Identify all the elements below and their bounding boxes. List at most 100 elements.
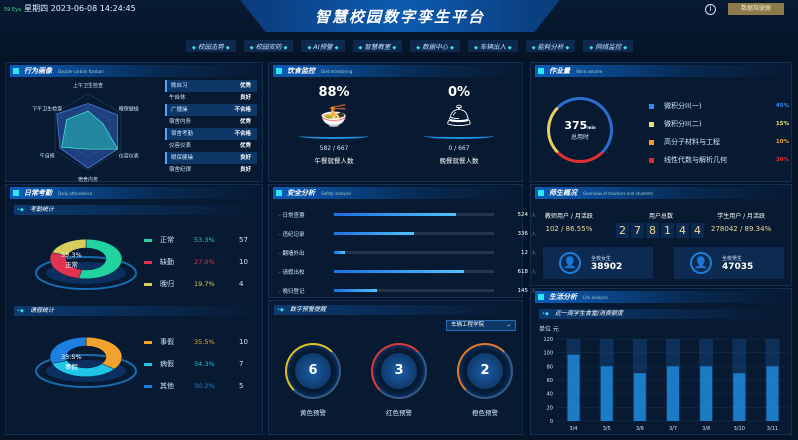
nav-item[interactable]: 网络监控 xyxy=(583,40,634,52)
datetime: 2023-06-08 14:24:45 xyxy=(50,4,136,13)
user-icon: 👤 xyxy=(559,252,581,274)
x-tick-label: 3/7 xyxy=(669,426,677,432)
cockpit-button[interactable]: 数据驾驶舱 xyxy=(728,3,784,15)
user-icon: 👤 xyxy=(690,252,712,274)
panel-title: 作业量 Work volume xyxy=(535,65,787,77)
leave-center: 35.5% 事假 xyxy=(61,353,82,371)
behavior-list: 晚自习 优秀 午自休 良好 广播操 不合格 宿舍内务 优秀 宿舍考勤 不合格 仪容仪表 优秀 眼保健操良… xyxy=(165,80,257,176)
college-select[interactable]: 车辆工程学院 ⌄ xyxy=(446,320,516,331)
donut-slice xyxy=(49,336,87,364)
digit: 4 xyxy=(691,223,704,238)
panel-title: 饮食监控 Diet monitoring xyxy=(273,65,518,77)
info-icon[interactable]: i xyxy=(705,4,716,15)
warning-rings: 6 黄色预警 3 红色预警 2 橙色预警 xyxy=(285,343,513,417)
diet-panel: 饮食监控 Diet monitoring 88% 🍜 582 / 667 午餐就餐… xyxy=(268,62,523,182)
page-title: 智慧校园数字孪生平台 xyxy=(314,8,485,26)
behavior-item: 仪容仪表 优秀 xyxy=(169,143,251,149)
legend-item: 正常 53.3% 57 xyxy=(144,229,248,251)
bowl-icon: 🍜 xyxy=(320,104,348,129)
behavior-item: 广播操 不合格 xyxy=(165,104,257,116)
warning-ring: 2 橙色预警 xyxy=(457,343,513,417)
homework-item: 微积分II(二) 15% xyxy=(649,115,789,133)
x-tick-label: 3/5 xyxy=(603,426,611,432)
total-users: 用户总数 2 7 8 1 4 4 xyxy=(616,211,706,238)
overview-panel: 师生概况 Overview of teachers and students 教师… xyxy=(530,184,792,286)
legend-item: 事假 35.5% 10 xyxy=(144,331,248,353)
clock: 59 Eya 星期四 2023-06-08 14:24:45 xyxy=(4,3,136,14)
attendance-donut xyxy=(35,238,137,290)
bar xyxy=(633,373,646,421)
radar-axis-label: 宿舍内务 xyxy=(78,176,98,183)
safety-row: · 违纪记录336人 xyxy=(279,230,537,238)
nav-item[interactable]: 校园安防 xyxy=(243,40,294,52)
progress-fill xyxy=(334,232,414,235)
chart-title: 近一周学生食堂/消费额度 xyxy=(539,309,779,319)
homework-list: 微积分II(一) 45% 微积分II(二) 15% 高分子材料与工程 10% 线性代数与解析… xyxy=(649,97,789,169)
bar xyxy=(733,373,746,421)
attendance-center: 53.3% 正常 xyxy=(61,251,82,269)
y-axis-unit: 单位 元 xyxy=(539,325,559,333)
radar-axis-label: 午自修 xyxy=(40,153,55,160)
legend-item: 其他 30.2% 5 xyxy=(144,375,248,397)
y-tick-label: 0 xyxy=(550,419,553,425)
student-stat: 学生用户 / 月活跃 278042 / 89.34% xyxy=(711,213,772,233)
progress-fill xyxy=(334,270,464,273)
y-tick-label: 80 xyxy=(547,364,553,370)
leave-donut xyxy=(35,336,137,388)
spending-bar-chart: 单位 元 0 20 40 60 80 100 120 3/4 3/5 3/6 3/7 3/8 3/10 3/… xyxy=(539,325,789,432)
digit: 2 xyxy=(616,223,629,238)
progress-fill xyxy=(334,289,378,292)
panel-title: 安全分析 Safety analysis xyxy=(273,187,518,199)
safety-row: · 翻墙外出12人 xyxy=(279,249,537,257)
bar xyxy=(766,366,779,421)
weather: 59 Eya xyxy=(4,7,22,13)
panel-title: 生活分析 Life analysis xyxy=(535,291,787,303)
x-tick-label: 3/6 xyxy=(636,426,644,432)
behavior-item: 宿舍纪律 良好 xyxy=(169,167,251,173)
legend-item: 晚归 19.7% 4 xyxy=(144,273,248,295)
donut-slice xyxy=(85,336,123,370)
donut-slice xyxy=(51,238,87,256)
progress-fill xyxy=(334,213,456,216)
y-tick-label: 40 xyxy=(547,392,553,398)
male-card: 👤 全校男生 47035 xyxy=(674,247,784,279)
y-tick-label: 20 xyxy=(547,405,553,411)
weekday: 星期四 xyxy=(24,4,49,13)
safety-row: · 晚归登记145人 xyxy=(279,287,537,295)
nav-item[interactable]: 智慧教室 xyxy=(352,40,403,52)
nav-item[interactable]: 车辆出入 xyxy=(467,40,518,52)
nav-item[interactable]: AI预警 xyxy=(301,40,345,52)
x-tick-label: 3/11 xyxy=(767,426,778,432)
donut-slice xyxy=(78,238,123,280)
total-time-gauge: 375min 总用时 xyxy=(547,97,613,163)
radar-axis-label: 下午卫生检查 xyxy=(32,106,62,113)
warning-ring: 6 黄色预警 xyxy=(285,343,341,417)
homework-panel: 作业量 Work volume 375min 总用时 微积分II(一) 45% 微积分… xyxy=(530,62,792,182)
female-card: 👤 全校女生 38902 xyxy=(543,247,653,279)
panel-title: 日常考勤 Daily attendance xyxy=(10,187,258,199)
legend-item: 病假 34.3% 7 xyxy=(144,353,248,375)
panel-title: 行为画像 Double-carbon Kanban xyxy=(10,65,258,77)
behavior-item: 眼保健操 良好 xyxy=(165,152,257,164)
title-banner xyxy=(240,0,560,32)
x-tick-label: 3/8 xyxy=(702,426,710,432)
teacher-stat: 教师用户 / 月活跃 102 / 86.55% xyxy=(545,213,593,233)
leave-subtitle: 请假统计 xyxy=(14,306,259,316)
food-cover-icon: 🛎 xyxy=(445,104,473,129)
homework-item: 线性代数与解析几何 30% xyxy=(649,151,789,169)
nav-item[interactable]: 能耗分析 xyxy=(525,40,576,52)
leave-legend: 事假 35.5% 10 病假 34.3% 7 其他 30.2% 5 xyxy=(144,331,248,397)
attendance-subtitle: 考勤统计 xyxy=(14,205,259,215)
safety-bars: · 日常查寝524人 · 违纪记录336人 · 翻墙外出12人 · 请假出校618人 ·… xyxy=(279,205,537,300)
homework-item: 高分子材料与工程 10% xyxy=(649,133,789,151)
safety-row: · 请假出校618人 xyxy=(279,268,537,276)
dinner-stat: 0% 🛎 0 / 667 晚餐就餐人数 xyxy=(414,85,504,165)
nav-item[interactable]: 校园态势 xyxy=(186,40,236,52)
bar xyxy=(600,366,613,421)
digit: 4 xyxy=(676,223,689,238)
nav-item[interactable]: 数据中心 xyxy=(410,40,460,52)
